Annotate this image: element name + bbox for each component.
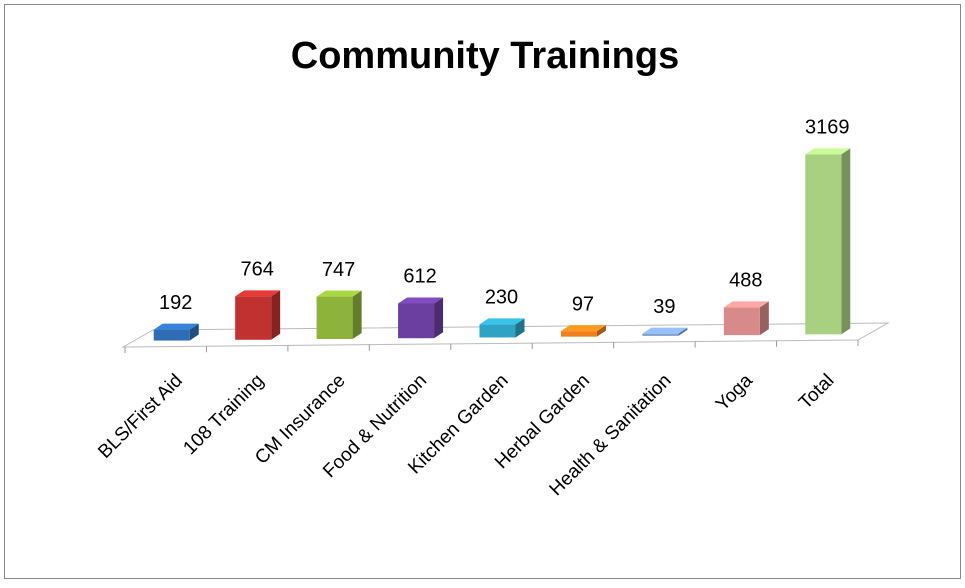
bar-side [189,323,199,341]
bar-side [596,325,606,337]
bar-top [805,148,851,155]
bar-side [841,148,851,335]
bar [642,333,679,336]
bar [398,303,435,339]
data-label: 764 [240,259,273,281]
bar-side [678,327,688,336]
data-label: 230 [485,287,518,309]
bar [805,154,842,335]
bar [479,324,516,338]
bar [316,296,353,339]
bar-top [642,327,688,334]
data-label: 192 [159,292,192,314]
bar-top [235,290,281,297]
bar-top [723,301,769,308]
bar-side [352,290,362,339]
bar-top [560,325,606,332]
bar-side [271,290,281,340]
bar-side [515,318,525,338]
data-label: 97 [572,293,594,315]
data-label: 612 [403,266,436,288]
chart-title: Community Trainings [291,35,679,77]
bar-side [434,297,444,339]
data-label: 747 [322,259,355,281]
bar [560,331,597,337]
bar-top [153,323,199,330]
bar [153,329,190,341]
bar-top [398,297,444,304]
data-label: 39 [653,296,675,318]
data-label: 3169 [805,117,850,139]
bar [235,296,272,340]
bar [723,307,760,336]
data-label: 488 [729,270,762,292]
bar-top [479,318,525,325]
bar-top [316,290,362,297]
bar-side [759,301,769,336]
chart-border [4,4,961,579]
